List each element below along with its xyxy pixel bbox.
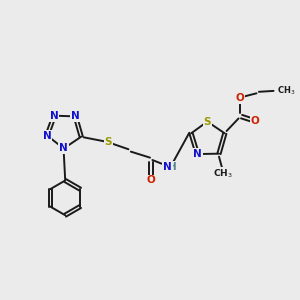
- Text: N: N: [193, 149, 202, 159]
- Text: CH$_3$: CH$_3$: [277, 84, 296, 97]
- Text: S: S: [204, 117, 211, 127]
- Text: N: N: [59, 143, 68, 154]
- Text: H: H: [168, 162, 177, 172]
- Text: N: N: [50, 111, 59, 121]
- Text: N: N: [163, 162, 172, 172]
- Text: S: S: [104, 137, 112, 147]
- Text: N: N: [43, 130, 51, 140]
- Text: N: N: [71, 111, 80, 122]
- Text: O: O: [236, 93, 244, 103]
- Text: O: O: [147, 176, 156, 185]
- Text: CH$_3$: CH$_3$: [213, 168, 232, 180]
- Text: O: O: [250, 116, 259, 125]
